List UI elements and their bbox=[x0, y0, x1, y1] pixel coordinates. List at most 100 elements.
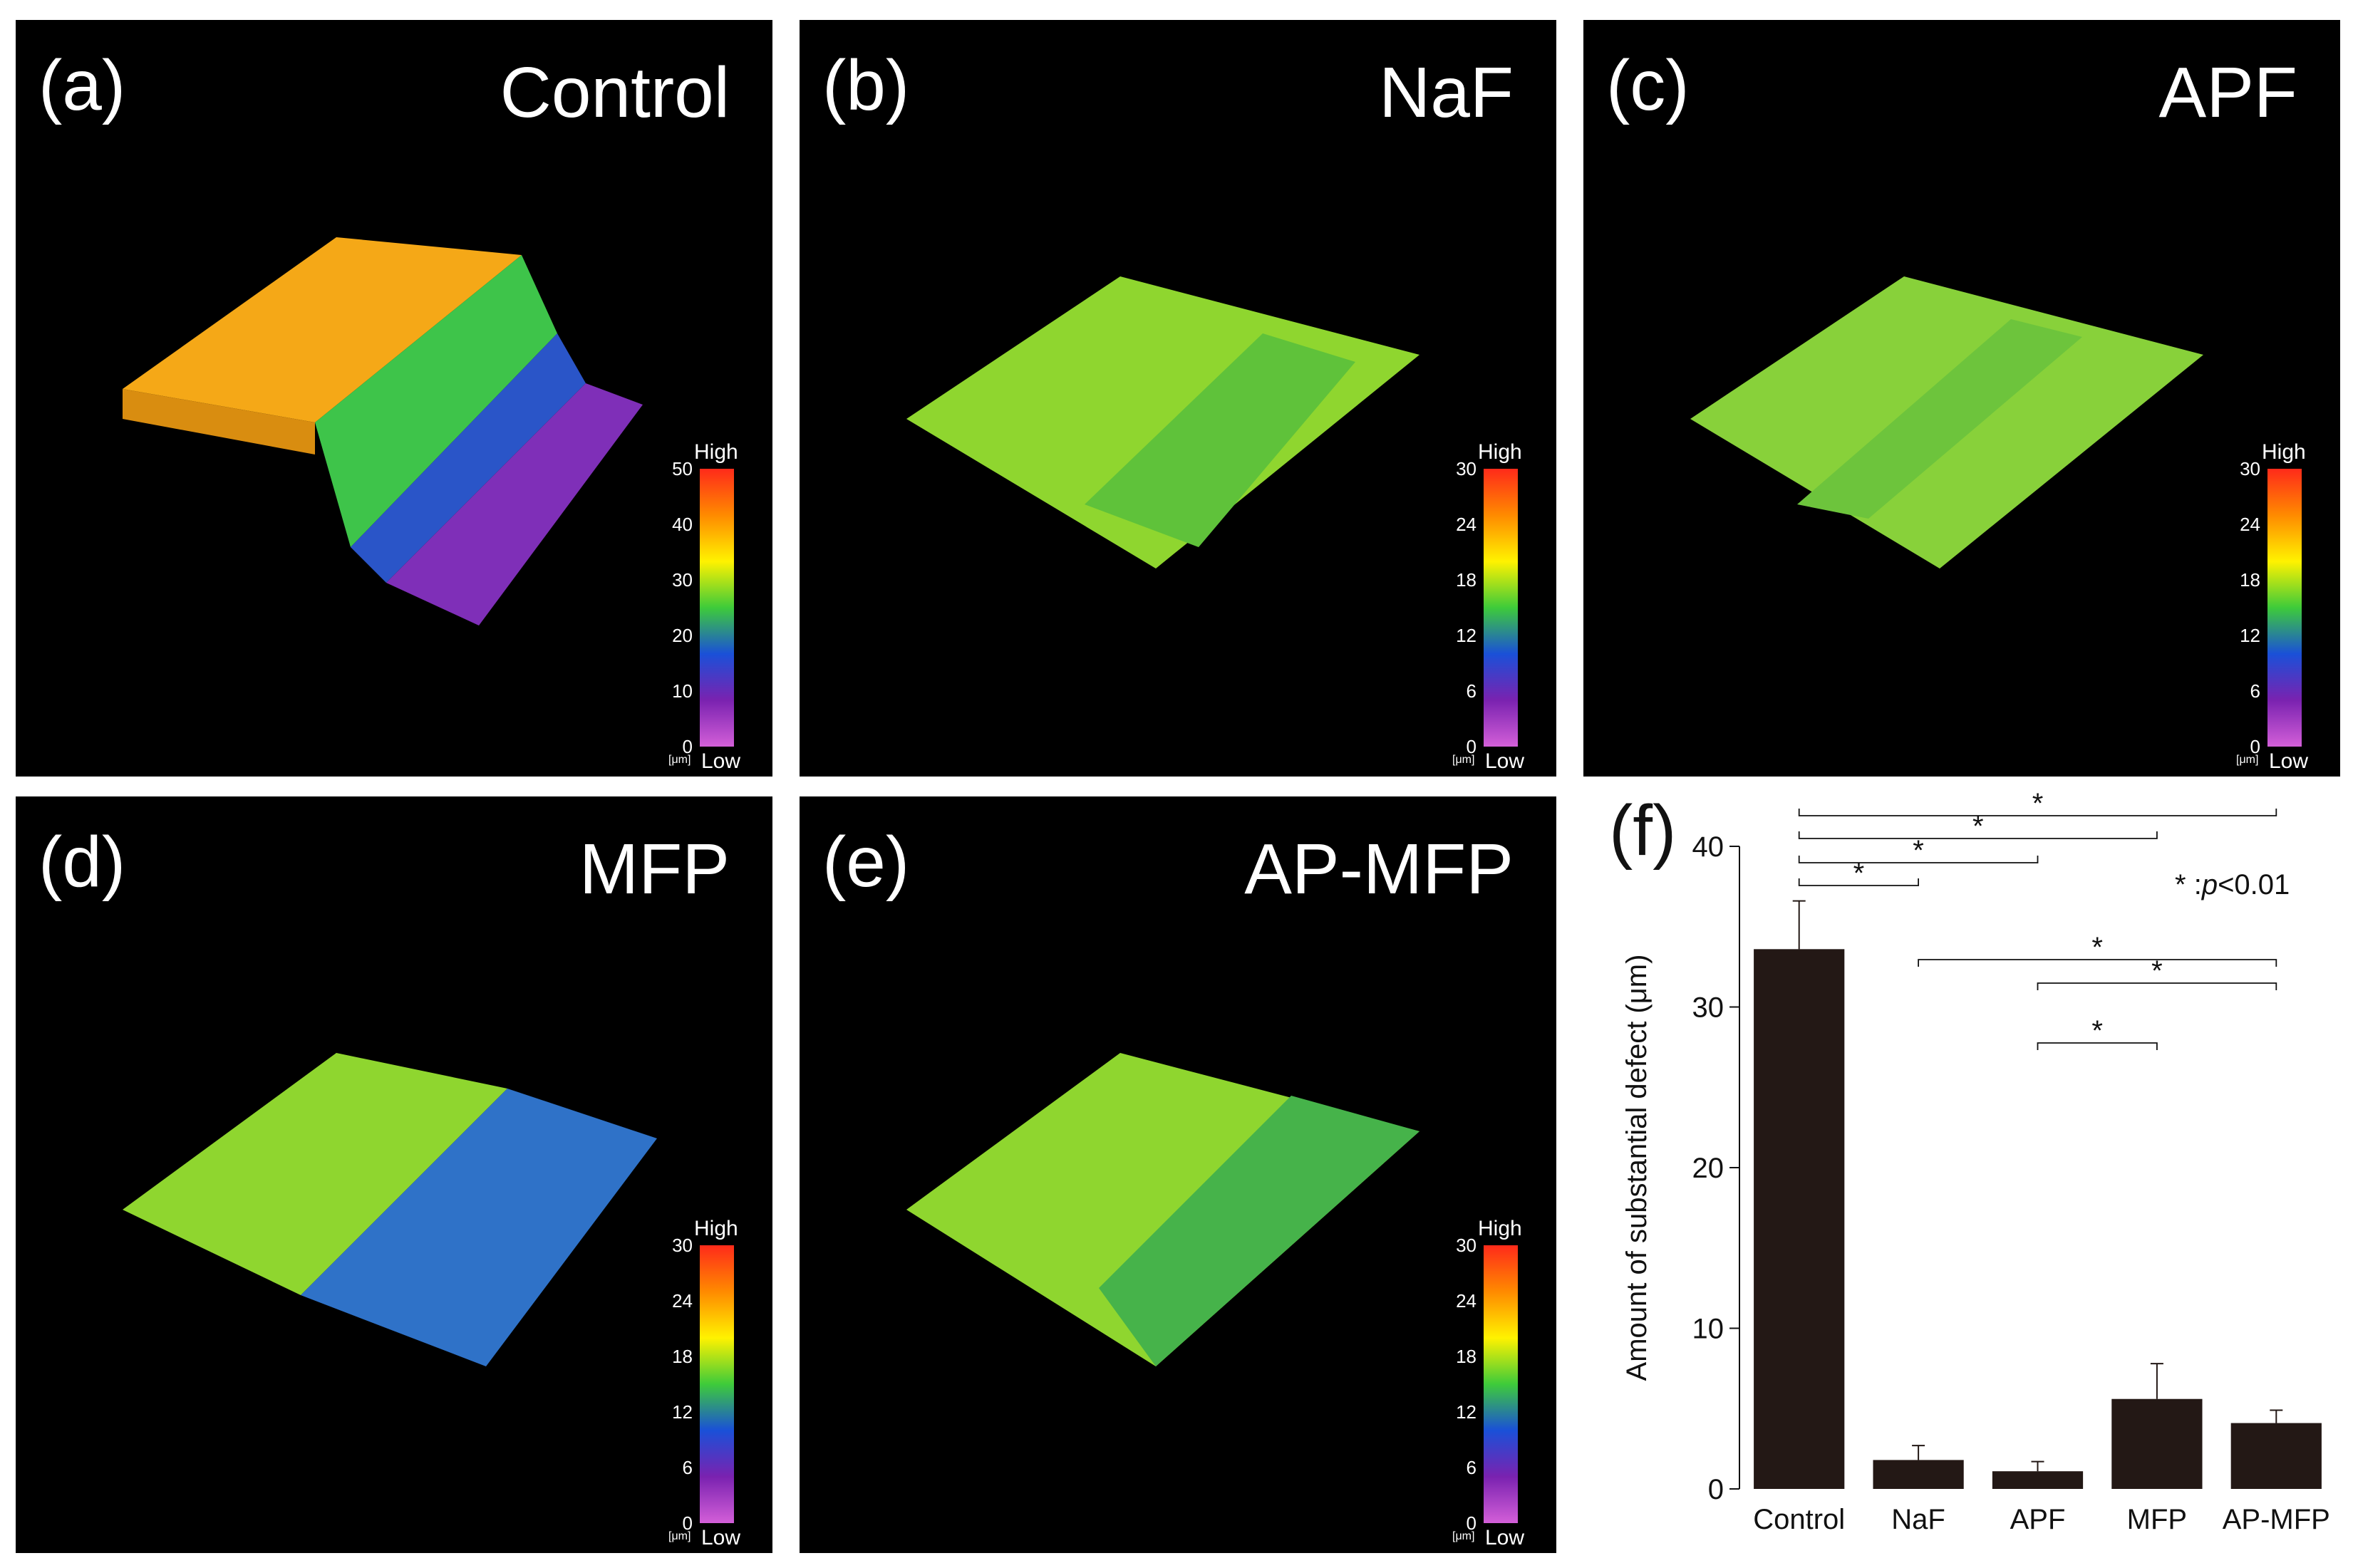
significance-bracket bbox=[1798, 856, 2039, 863]
colorbar-tick-label: 30 bbox=[2240, 458, 2260, 479]
colorbar-tick-label: 0 bbox=[682, 736, 693, 757]
colorbar-tick-label: 24 bbox=[2240, 514, 2260, 535]
colorbar-unit-label: [μm] bbox=[668, 754, 691, 766]
legend-colon: : bbox=[2186, 869, 2202, 900]
significance-star: * bbox=[2151, 955, 2163, 987]
colorbar-tick-label: 10 bbox=[672, 680, 693, 702]
bar-control bbox=[1754, 949, 1845, 1489]
x-tick-label: APF bbox=[2010, 1504, 2066, 1535]
colorbar-tick-label: 18 bbox=[1456, 569, 1477, 591]
colorbar-tick-label: 6 bbox=[682, 1457, 693, 1478]
colorbar-low-label: Low bbox=[701, 1526, 741, 1549]
significance-legend: * :p<0.01 bbox=[2175, 869, 2290, 901]
x-tick-label: AP-MFP bbox=[2223, 1504, 2330, 1535]
significance-bracket bbox=[1798, 878, 1919, 886]
colorbar-tick-label: 18 bbox=[2240, 569, 2260, 591]
colorbar bbox=[700, 469, 734, 747]
panel-letter: (d) bbox=[38, 822, 126, 902]
significance-star: * bbox=[2032, 791, 2044, 819]
panel-letter: (f) bbox=[1609, 791, 1676, 871]
bar-apf bbox=[1992, 1471, 2084, 1489]
panel-letter: (c) bbox=[1606, 46, 1690, 125]
colorbar-tick-label: 12 bbox=[672, 1401, 693, 1423]
colorbar-tick-label: 50 bbox=[672, 458, 693, 479]
significance-bracket bbox=[2037, 982, 2277, 990]
panel-title: Control bbox=[500, 53, 730, 133]
colorbar-tick-label: 12 bbox=[1456, 1401, 1477, 1423]
colorbar-tick-label: 24 bbox=[1456, 514, 1477, 535]
colorbar-tick-label: 40 bbox=[672, 514, 693, 535]
legend-threshold: <0.01 bbox=[2218, 869, 2290, 900]
colorbar-low-label: Low bbox=[701, 749, 741, 773]
colorbar-tick-label: 0 bbox=[1466, 1512, 1477, 1534]
surface-plot-b bbox=[906, 276, 1419, 568]
significance-bracket bbox=[1918, 959, 2277, 967]
bar-naf bbox=[1873, 1460, 1964, 1489]
significance-star: * bbox=[2091, 932, 2103, 963]
colorbar-tick-label: 6 bbox=[1466, 1457, 1477, 1478]
x-tick-label: MFP bbox=[2127, 1504, 2187, 1535]
colorbar-high-label: High bbox=[1478, 440, 1522, 464]
surface-plot-a bbox=[123, 237, 643, 625]
colorbar-unit-label: [μm] bbox=[668, 1530, 691, 1542]
colorbar bbox=[1484, 1245, 1518, 1523]
colorbar bbox=[700, 1245, 734, 1523]
colorbar-unit-label: [μm] bbox=[1452, 1530, 1475, 1542]
colorbar-high-label: High bbox=[2262, 440, 2306, 464]
bar-ap-mfp bbox=[2230, 1423, 2322, 1489]
colorbar-tick-label: 30 bbox=[1456, 1235, 1477, 1256]
panel-letter: (b) bbox=[822, 46, 910, 125]
surface-plot-d bbox=[123, 1053, 657, 1366]
colorbar-unit-label: [μm] bbox=[1452, 754, 1475, 766]
colorbar-tick-label: 0 bbox=[2250, 736, 2260, 757]
colorbar-tick-label: 20 bbox=[672, 625, 693, 646]
colorbar-tick-label: 6 bbox=[2250, 680, 2260, 702]
colorbar-high-label: High bbox=[694, 1217, 738, 1240]
significance-star: * bbox=[2091, 1015, 2103, 1047]
colorbar-tick-label: 6 bbox=[1466, 680, 1477, 702]
panel-e: (e) AP-MFP High Low [μm] 30 24 18 12 6 0 bbox=[800, 796, 1556, 1553]
colorbar-tick-label: 24 bbox=[672, 1290, 693, 1312]
surface-plot-e bbox=[906, 1053, 1419, 1366]
colorbar-low-label: Low bbox=[1485, 749, 1525, 773]
panel-f-bar-chart: (f) 0 10 20 30 40 Amount of substantial defect… bbox=[1609, 791, 2330, 1535]
panel-c: (c) APF High Low [μm] 30 24 18 12 6 0 bbox=[1583, 20, 2340, 777]
colorbar-low-label: Low bbox=[2269, 749, 2309, 773]
significance-bracket bbox=[1798, 831, 2158, 839]
colorbar-tick-label: 24 bbox=[1456, 1290, 1477, 1312]
significance-star: * bbox=[1972, 811, 1984, 842]
colorbar-unit-label: [μm] bbox=[2236, 754, 2259, 766]
panel-letter: (e) bbox=[822, 822, 910, 902]
y-tick-label: 40 bbox=[1692, 831, 1724, 863]
panel-title: APF bbox=[2158, 53, 2297, 133]
colorbar-tick-label: 30 bbox=[672, 569, 693, 591]
panel-d: (d) MFP High Low [μm] 30 24 18 12 6 0 bbox=[16, 796, 772, 1553]
y-tick-label: 10 bbox=[1692, 1314, 1724, 1345]
colorbar-low-label: Low bbox=[1485, 1526, 1525, 1549]
legend-p: p bbox=[2201, 869, 2218, 900]
panel-a: (a) Control High Low [μm] 50 40 30 20 10 0 bbox=[16, 20, 772, 777]
x-tick-label: Control bbox=[1753, 1504, 1845, 1535]
bar-mfp bbox=[2111, 1398, 2203, 1489]
significance-bracket bbox=[2037, 1042, 2158, 1050]
colorbar-tick-label: 12 bbox=[2240, 625, 2260, 646]
colorbar bbox=[1484, 469, 1518, 747]
significance-star: * bbox=[1853, 858, 1865, 889]
colorbar bbox=[2267, 469, 2302, 747]
colorbar-tick-label: 0 bbox=[1466, 736, 1477, 757]
panel-title: NaF bbox=[1379, 53, 1514, 133]
colorbar-tick-label: 18 bbox=[672, 1346, 693, 1367]
panel-title: AP-MFP bbox=[1244, 829, 1514, 909]
colorbar-tick-label: 0 bbox=[682, 1512, 693, 1534]
panel-title: MFP bbox=[579, 829, 730, 909]
y-tick-label: 20 bbox=[1692, 1153, 1724, 1184]
colorbar-tick-label: 12 bbox=[1456, 625, 1477, 646]
colorbar-high-label: High bbox=[1478, 1217, 1522, 1240]
legend-symbol: * bbox=[2175, 869, 2186, 900]
significance-star: * bbox=[1913, 835, 1924, 866]
y-tick-label: 30 bbox=[1692, 992, 1724, 1024]
surface-plot-c bbox=[1690, 276, 2203, 568]
colorbar-tick-label: 18 bbox=[1456, 1346, 1477, 1367]
panel-letter: (a) bbox=[38, 46, 126, 125]
x-tick-label: NaF bbox=[1891, 1504, 1945, 1535]
